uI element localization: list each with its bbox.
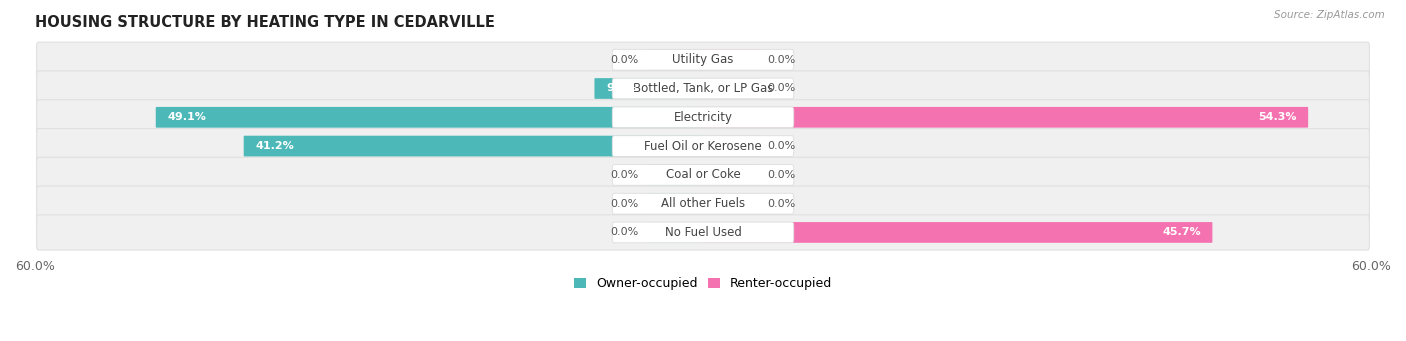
FancyBboxPatch shape — [703, 49, 759, 70]
FancyBboxPatch shape — [612, 193, 794, 214]
FancyBboxPatch shape — [703, 164, 759, 185]
Text: All other Fuels: All other Fuels — [661, 197, 745, 210]
FancyBboxPatch shape — [703, 136, 759, 157]
Text: 41.2%: 41.2% — [256, 141, 294, 151]
Text: 0.0%: 0.0% — [768, 141, 796, 151]
FancyBboxPatch shape — [612, 164, 794, 185]
FancyBboxPatch shape — [37, 42, 1369, 77]
FancyBboxPatch shape — [647, 49, 703, 70]
Text: 45.7%: 45.7% — [1163, 227, 1201, 237]
Text: 0.0%: 0.0% — [768, 199, 796, 209]
FancyBboxPatch shape — [647, 222, 703, 243]
Text: 0.0%: 0.0% — [610, 199, 638, 209]
FancyBboxPatch shape — [37, 186, 1369, 221]
FancyBboxPatch shape — [703, 193, 759, 214]
FancyBboxPatch shape — [37, 71, 1369, 106]
FancyBboxPatch shape — [647, 164, 703, 185]
Text: Source: ZipAtlas.com: Source: ZipAtlas.com — [1274, 10, 1385, 20]
Text: 54.3%: 54.3% — [1258, 112, 1296, 122]
Text: Bottled, Tank, or LP Gas: Bottled, Tank, or LP Gas — [633, 82, 773, 95]
FancyBboxPatch shape — [612, 222, 794, 243]
Text: 49.1%: 49.1% — [167, 112, 207, 122]
Text: Coal or Coke: Coal or Coke — [665, 168, 741, 181]
Text: Fuel Oil or Kerosene: Fuel Oil or Kerosene — [644, 139, 762, 152]
Text: 0.0%: 0.0% — [768, 84, 796, 93]
Text: 9.7%: 9.7% — [606, 84, 637, 93]
FancyBboxPatch shape — [612, 136, 794, 157]
FancyBboxPatch shape — [703, 78, 759, 99]
Text: 0.0%: 0.0% — [610, 170, 638, 180]
Text: 0.0%: 0.0% — [610, 227, 638, 237]
FancyBboxPatch shape — [612, 107, 794, 128]
FancyBboxPatch shape — [612, 49, 794, 70]
FancyBboxPatch shape — [703, 222, 1212, 243]
Text: 0.0%: 0.0% — [768, 55, 796, 65]
FancyBboxPatch shape — [703, 107, 1308, 128]
Text: Utility Gas: Utility Gas — [672, 53, 734, 66]
Legend: Owner-occupied, Renter-occupied: Owner-occupied, Renter-occupied — [568, 272, 838, 295]
Text: Electricity: Electricity — [673, 111, 733, 124]
Text: 0.0%: 0.0% — [768, 170, 796, 180]
Text: HOUSING STRUCTURE BY HEATING TYPE IN CEDARVILLE: HOUSING STRUCTURE BY HEATING TYPE IN CED… — [35, 15, 495, 30]
FancyBboxPatch shape — [37, 157, 1369, 192]
Text: No Fuel Used: No Fuel Used — [665, 226, 741, 239]
FancyBboxPatch shape — [612, 78, 794, 99]
Text: 0.0%: 0.0% — [610, 55, 638, 65]
FancyBboxPatch shape — [595, 78, 703, 99]
FancyBboxPatch shape — [243, 136, 703, 157]
FancyBboxPatch shape — [37, 129, 1369, 164]
FancyBboxPatch shape — [156, 107, 703, 128]
FancyBboxPatch shape — [37, 215, 1369, 250]
FancyBboxPatch shape — [647, 193, 703, 214]
FancyBboxPatch shape — [37, 100, 1369, 135]
